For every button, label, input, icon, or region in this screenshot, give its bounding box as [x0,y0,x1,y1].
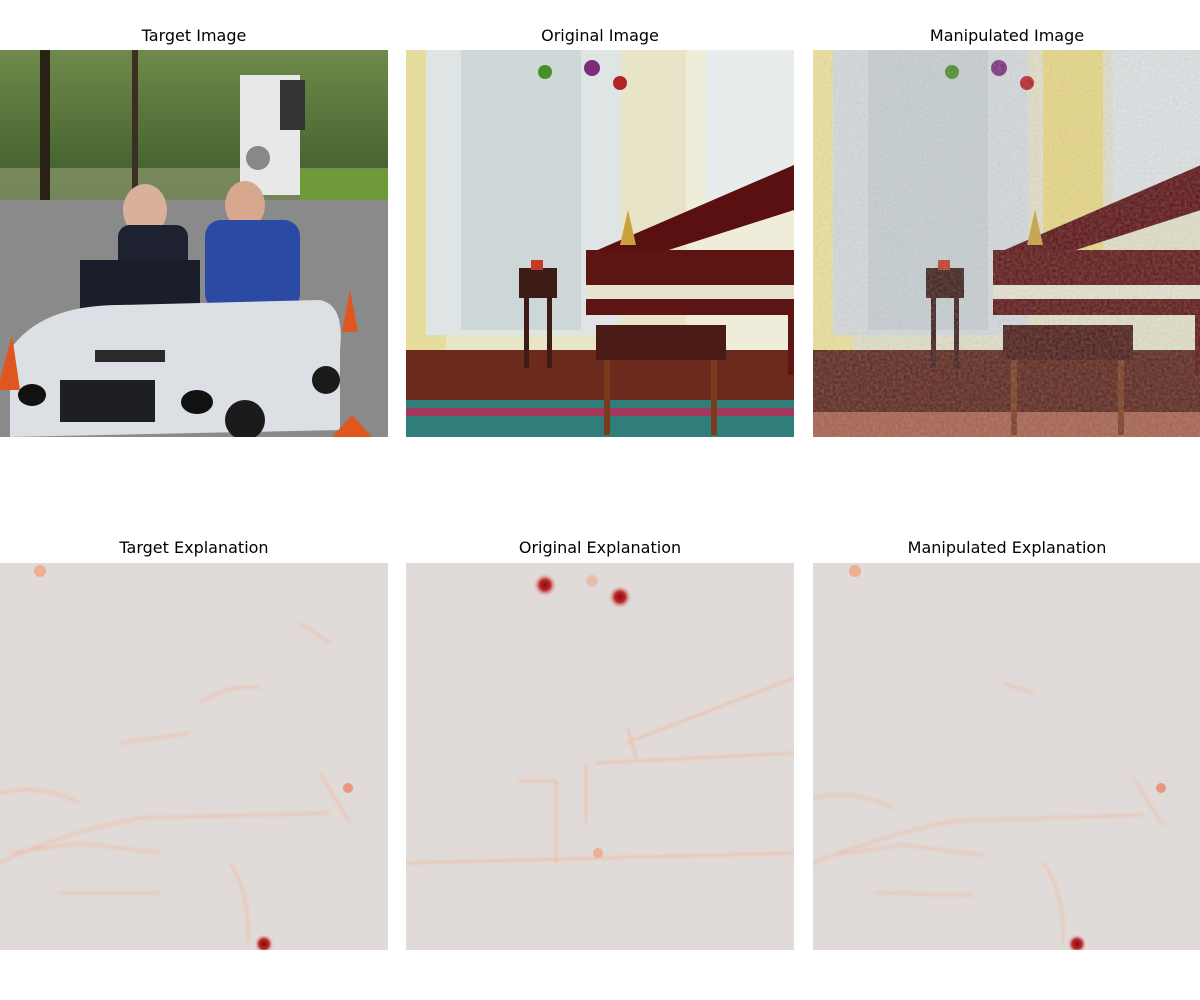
manipulated-image-photo [813,50,1200,437]
manipulated-image-title: Manipulated Image [929,26,1085,45]
target-explanation-map [0,563,388,950]
manipulated-image [813,50,1200,437]
original-explanation-heatmap [406,563,794,950]
target-image [0,50,388,437]
manipulated-explanation-map [813,563,1200,950]
target-image-title: Target Image [141,26,247,45]
original-explanation-title: Original Explanation [518,538,682,557]
manipulated-explanation-title: Manipulated Explanation [907,538,1107,557]
target-explanation-heatmap [0,563,388,950]
original-image-photo [406,50,794,437]
original-image-title: Original Image [541,26,659,45]
manipulated-explanation-heatmap [813,563,1200,950]
target-image-photo [0,50,388,437]
original-image [406,50,794,437]
original-explanation-map [406,563,794,950]
target-explanation-title: Target Explanation [119,538,269,557]
